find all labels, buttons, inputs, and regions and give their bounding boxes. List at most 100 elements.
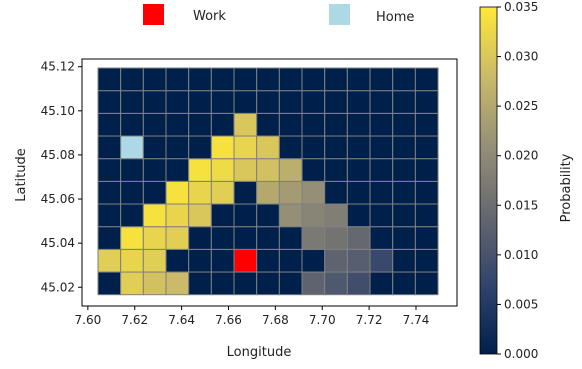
heatmap-cell xyxy=(392,135,416,160)
heatmap-cell xyxy=(301,180,326,205)
heatmap-cell xyxy=(256,67,280,92)
heatmap-cell xyxy=(369,226,394,250)
heatmap-cell xyxy=(142,112,167,137)
heatmap-cell xyxy=(210,180,235,205)
heatmap-cell xyxy=(369,90,394,114)
heatmap-cell xyxy=(346,90,371,114)
heatmap-cell xyxy=(414,180,439,205)
heatmap-cells xyxy=(97,67,439,296)
heatmap-cell xyxy=(392,90,416,114)
heatmap-cell xyxy=(165,67,190,92)
heatmap-cell xyxy=(256,248,280,273)
heatmap-cell xyxy=(142,158,167,182)
heatmap-cell xyxy=(233,158,258,182)
heatmap-cell xyxy=(165,90,190,114)
heatmap-cell xyxy=(392,248,416,273)
heatmap-cell xyxy=(188,271,212,296)
heatmap-cell xyxy=(324,248,348,273)
heatmap-cell xyxy=(188,158,212,182)
heatmap-cell xyxy=(256,135,280,160)
heatmap-cell xyxy=(369,112,394,137)
heatmap-cell xyxy=(392,271,416,296)
heatmap-cell xyxy=(256,180,280,205)
heatmap-cell xyxy=(414,248,439,273)
heatmap-cell xyxy=(346,135,371,160)
heatmap-cell xyxy=(301,271,326,296)
y-axis-ticks: 45.02 45.04 45.06 45.08 45.10 45.12 xyxy=(41,60,82,294)
heatmap-cell xyxy=(392,226,416,250)
heatmap-cell xyxy=(301,158,326,182)
heatmap-cell xyxy=(278,90,303,114)
heatmap-cell xyxy=(414,112,439,137)
heatmap-cell xyxy=(165,180,190,205)
colorbar-tick-label: 0.000 xyxy=(504,347,538,361)
y-tick-label: 45.10 xyxy=(41,104,75,118)
heatmap-cell xyxy=(256,112,280,137)
marker-work xyxy=(233,248,258,273)
heatmap-cell xyxy=(301,248,326,273)
heatmap-cell xyxy=(256,203,280,228)
heatmap-cell xyxy=(278,67,303,92)
x-tick-label: 7.62 xyxy=(121,313,148,327)
x-tick-label: 7.72 xyxy=(356,313,383,327)
heatmap-cell xyxy=(346,226,371,250)
heatmap-cell xyxy=(120,158,144,182)
heatmap-cell xyxy=(346,67,371,92)
legend-label-work: Work xyxy=(193,9,226,24)
heatmap-cell xyxy=(142,180,167,205)
heatmap-cell xyxy=(414,271,439,296)
y-tick-label: 45.12 xyxy=(41,60,75,74)
heatmap-cell xyxy=(414,67,439,92)
heatmap-cell xyxy=(120,226,144,250)
heatmap-cell xyxy=(369,271,394,296)
heatmap-cell xyxy=(278,180,303,205)
heatmap-cell xyxy=(324,158,348,182)
heatmap-cell xyxy=(392,203,416,228)
heatmap-cell xyxy=(278,226,303,250)
heatmap-cell xyxy=(97,67,122,92)
legend: Work Home xyxy=(143,4,414,25)
x-axis-label: Longitude xyxy=(227,345,292,360)
heatmap-cell xyxy=(165,112,190,137)
plot-area: 7.60 7.62 7.64 7.66 7.68 7.70 7.72 7.74 45.0245… xyxy=(14,58,458,360)
heatmap-cell xyxy=(301,135,326,160)
heatmap-cell xyxy=(233,112,258,137)
x-axis-ticks: 7.60 7.62 7.64 7.66 7.68 7.70 7.72 7.74 xyxy=(75,306,429,327)
colorbar: 0.000 0.005 0.010 0.015 0.020 0.025 0.030 0.035… xyxy=(479,0,574,361)
heatmap-cell xyxy=(233,203,258,228)
heatmap-cell xyxy=(210,135,235,160)
heatmap-cell xyxy=(188,226,212,250)
heatmap-cell xyxy=(346,248,371,273)
heatmap-cell xyxy=(233,135,258,160)
heatmap-cell xyxy=(210,90,235,114)
heatmap-cell xyxy=(278,248,303,273)
heatmap-cell xyxy=(233,226,258,250)
heatmap-cell xyxy=(369,248,394,273)
heatmap-cell xyxy=(120,180,144,205)
heatmap-cell xyxy=(414,226,439,250)
heatmap-cell xyxy=(324,90,348,114)
heatmap-cell xyxy=(142,226,167,250)
heatmap-cell xyxy=(142,135,167,160)
colorbar-tick-label: 0.020 xyxy=(504,149,538,163)
heatmap-cell xyxy=(165,271,190,296)
heatmap-cell xyxy=(278,158,303,182)
heatmap-cell xyxy=(165,203,190,228)
heatmap-cell xyxy=(346,203,371,228)
heatmap-cell xyxy=(324,135,348,160)
x-tick-label: 7.68 xyxy=(262,313,289,327)
x-tick-label: 7.60 xyxy=(75,313,102,327)
heatmap-cell xyxy=(188,248,212,273)
x-tick-label: 7.64 xyxy=(168,313,195,327)
x-tick-label: 7.70 xyxy=(309,313,336,327)
heatmap-cell xyxy=(369,180,394,205)
heatmap-cell xyxy=(414,135,439,160)
marker-home xyxy=(120,135,144,160)
colorbar-tick-label: 0.005 xyxy=(504,297,538,311)
heatmap-cell xyxy=(233,180,258,205)
heatmap-cell xyxy=(165,248,190,273)
heatmap-cell xyxy=(97,112,122,137)
heatmap-cell xyxy=(301,203,326,228)
heatmap-cell xyxy=(233,90,258,114)
